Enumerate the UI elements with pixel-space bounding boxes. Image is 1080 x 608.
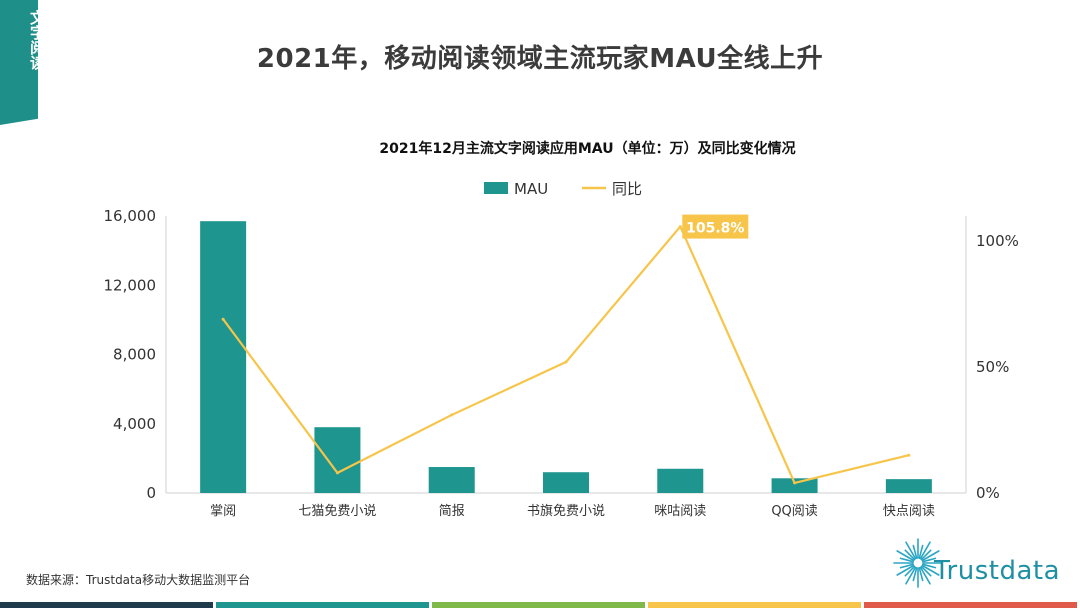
bottom-bar-segment: [648, 602, 861, 608]
logo-ray: [896, 564, 915, 576]
bottom-bar-segment: [432, 602, 645, 608]
legend-swatch-mau: [484, 182, 508, 194]
bar-series: [200, 221, 932, 493]
logo-ray: [919, 541, 931, 560]
right-axis: 0% 50% 100%: [965, 216, 1019, 502]
right-tick-label: 0%: [976, 484, 1000, 502]
line-point: [335, 471, 339, 475]
bar: [428, 467, 475, 493]
logo-ray: [920, 549, 932, 561]
left-tick-label: 0: [146, 484, 156, 502]
logo-ray: [899, 557, 914, 563]
source-note: 数据来源：Trustdata移动大数据监测平台: [26, 573, 251, 587]
line-point: [564, 360, 568, 364]
bottom-bar-segment: [0, 602, 213, 608]
line-point: [907, 453, 911, 457]
x-tick-label: 简报: [439, 503, 465, 519]
page-title: 2021年，移动阅读领域主流玩家MAU全线上升: [256, 44, 824, 74]
callout-label: 105.8%: [686, 221, 744, 237]
x-tick-label: 书旗免费小说: [527, 503, 605, 519]
left-tick-label: 12,000: [104, 276, 157, 294]
line-point: [221, 317, 225, 321]
line-point: [793, 481, 797, 485]
logo-text: Trustdata: [934, 556, 1061, 586]
x-tick-label: QQ阅读: [771, 504, 817, 519]
section-tab: 文字阅读: [0, 0, 38, 125]
x-tick-label: 快点阅读: [883, 504, 935, 519]
x-tick-label: 七猫免费小说: [298, 504, 376, 519]
x-tick-label: 咪咕阅读: [654, 503, 706, 519]
bottom-bar-segment: [864, 602, 1077, 608]
bar: [657, 468, 704, 493]
callout: 105.8%: [682, 214, 749, 239]
left-tick-label: 8,000: [113, 346, 156, 364]
line-series: [221, 225, 911, 485]
bar: [200, 221, 247, 493]
bar: [885, 479, 932, 493]
left-tick-label: 16,000: [104, 207, 157, 225]
logo-ray: [922, 563, 937, 569]
left-tick-label: 4,000: [113, 415, 156, 433]
logo-ray: [922, 557, 937, 563]
bottom-color-bar: [0, 602, 1080, 608]
legend-label-yoy: 同比: [612, 180, 642, 198]
legend: MAU 同比: [484, 180, 642, 198]
logo-ray: [912, 544, 918, 559]
logo-ray: [918, 567, 924, 582]
bottom-bar-segment: [216, 602, 429, 608]
line-point: [450, 413, 454, 417]
logo-ray: [904, 565, 916, 577]
logo-ray: [920, 565, 932, 577]
chart-title: 2021年12月主流文字阅读应用MAU（单位：万）及同比变化情况: [379, 141, 796, 157]
logo-ray: [918, 544, 924, 559]
bar: [543, 472, 589, 493]
line-point: [678, 225, 682, 229]
trustdata-logo-icon: [893, 538, 943, 588]
logo-ray: [921, 550, 940, 562]
logo-ray: [899, 563, 914, 569]
logo-ray: [904, 549, 916, 561]
right-tick-label: 50%: [976, 358, 1009, 376]
callout-box: [682, 214, 749, 239]
logo-ray: [896, 550, 915, 562]
right-tick-label: 100%: [976, 232, 1019, 250]
logo-ray: [919, 566, 931, 585]
section-tab-label: 文字阅读: [28, 10, 46, 70]
legend-label-mau: MAU: [514, 180, 548, 198]
x-axis-labels: 掌阅 七猫免费小说 简报 书旗免费小说 咪咕阅读 QQ阅读 快点阅读: [210, 503, 935, 519]
logo-ray: [905, 566, 917, 585]
logo-ray: [905, 541, 917, 560]
logo-ray: [921, 564, 940, 576]
x-tick-label: 掌阅: [210, 504, 236, 519]
logo-ray: [912, 567, 918, 582]
bar: [314, 427, 361, 493]
bar: [771, 478, 818, 493]
